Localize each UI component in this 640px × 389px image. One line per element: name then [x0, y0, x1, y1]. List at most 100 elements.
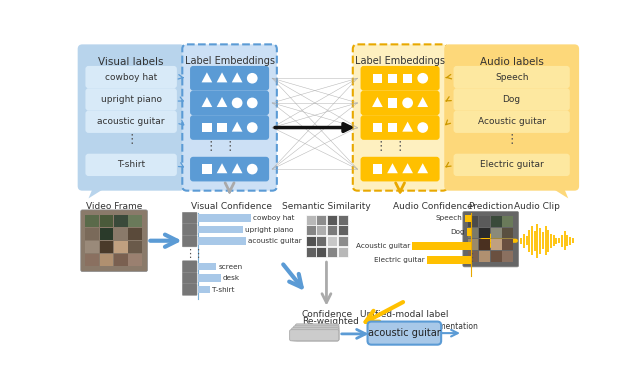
Text: acoustic guitar: acoustic guitar: [367, 328, 440, 338]
FancyBboxPatch shape: [182, 284, 197, 295]
Bar: [491, 216, 502, 227]
FancyBboxPatch shape: [292, 328, 339, 341]
Bar: [479, 251, 490, 261]
Bar: [372, 74, 382, 83]
Text: Audio labels: Audio labels: [480, 58, 543, 67]
Polygon shape: [232, 122, 243, 131]
Text: Segmentation: Segmentation: [424, 322, 478, 331]
Bar: [388, 123, 397, 132]
Text: Dog: Dog: [502, 95, 521, 104]
Bar: [564, 231, 566, 250]
Bar: [305, 247, 316, 257]
FancyBboxPatch shape: [190, 157, 269, 181]
Text: T-shirt: T-shirt: [117, 160, 145, 169]
Bar: [327, 225, 337, 235]
Bar: [553, 235, 555, 246]
Bar: [491, 228, 502, 238]
Bar: [85, 228, 99, 240]
Polygon shape: [417, 97, 428, 107]
Circle shape: [247, 122, 258, 133]
Bar: [491, 251, 502, 261]
Text: Visual Confidence: Visual Confidence: [191, 202, 271, 211]
Bar: [539, 228, 541, 254]
Bar: [502, 228, 513, 238]
Bar: [545, 226, 547, 255]
Text: ⋮: ⋮: [192, 249, 204, 259]
Polygon shape: [403, 163, 413, 173]
Bar: [572, 238, 573, 243]
Text: Electric guitar: Electric guitar: [480, 160, 543, 169]
Bar: [305, 215, 316, 224]
Circle shape: [403, 98, 413, 108]
Bar: [502, 239, 513, 250]
Text: ⋮: ⋮: [374, 140, 387, 152]
Circle shape: [247, 73, 258, 84]
Text: screen: screen: [218, 263, 243, 270]
Bar: [467, 239, 478, 250]
Bar: [198, 226, 243, 233]
Bar: [129, 241, 142, 253]
Bar: [327, 215, 337, 224]
Bar: [338, 236, 348, 246]
Text: Semantic Similarity: Semantic Similarity: [282, 202, 371, 211]
Circle shape: [247, 164, 258, 174]
Text: Audio Clip: Audio Clip: [515, 202, 560, 211]
Bar: [305, 225, 316, 235]
Bar: [85, 241, 99, 253]
Bar: [129, 215, 142, 227]
Bar: [566, 235, 568, 246]
Text: ⋮: ⋮: [506, 133, 518, 146]
Bar: [198, 286, 210, 293]
Bar: [316, 215, 326, 224]
FancyBboxPatch shape: [190, 91, 269, 115]
FancyBboxPatch shape: [77, 44, 184, 191]
Bar: [427, 256, 472, 264]
Text: Electric guitar: Electric guitar: [374, 257, 424, 263]
Text: ⋮: ⋮: [125, 133, 138, 146]
Polygon shape: [417, 163, 428, 173]
Bar: [198, 214, 251, 222]
Bar: [100, 228, 113, 240]
Polygon shape: [387, 163, 398, 173]
Bar: [100, 241, 113, 253]
FancyBboxPatch shape: [182, 44, 277, 191]
FancyBboxPatch shape: [290, 329, 339, 341]
Circle shape: [417, 122, 428, 133]
Bar: [114, 228, 127, 240]
Circle shape: [232, 98, 243, 108]
Text: Speech: Speech: [436, 216, 463, 221]
Bar: [556, 238, 557, 244]
FancyBboxPatch shape: [85, 66, 177, 88]
Bar: [465, 215, 472, 222]
Text: Acoustic guitar: Acoustic guitar: [477, 117, 546, 126]
FancyBboxPatch shape: [360, 157, 440, 181]
Bar: [558, 238, 560, 243]
Bar: [550, 234, 552, 248]
FancyBboxPatch shape: [367, 322, 441, 345]
FancyBboxPatch shape: [454, 66, 570, 88]
Bar: [85, 254, 99, 266]
Bar: [479, 216, 490, 227]
FancyBboxPatch shape: [360, 66, 440, 91]
Polygon shape: [202, 97, 212, 107]
Bar: [523, 234, 525, 248]
FancyBboxPatch shape: [81, 210, 147, 272]
FancyBboxPatch shape: [182, 261, 197, 272]
Bar: [479, 239, 490, 250]
Bar: [338, 247, 348, 257]
Text: upright piano: upright piano: [100, 95, 162, 104]
Bar: [525, 236, 527, 245]
Bar: [412, 242, 472, 250]
Bar: [531, 226, 533, 255]
Bar: [502, 216, 513, 227]
Bar: [569, 237, 571, 245]
Text: Speech: Speech: [495, 73, 529, 82]
Bar: [316, 236, 326, 246]
Bar: [502, 251, 513, 261]
Text: Re-weighted: Re-weighted: [301, 317, 358, 326]
Text: Audio Confidence: Audio Confidence: [393, 202, 472, 211]
Text: Label Embeddings: Label Embeddings: [184, 56, 275, 66]
Polygon shape: [217, 72, 227, 82]
Text: Unified-modal label: Unified-modal label: [360, 310, 448, 319]
Polygon shape: [403, 122, 413, 131]
